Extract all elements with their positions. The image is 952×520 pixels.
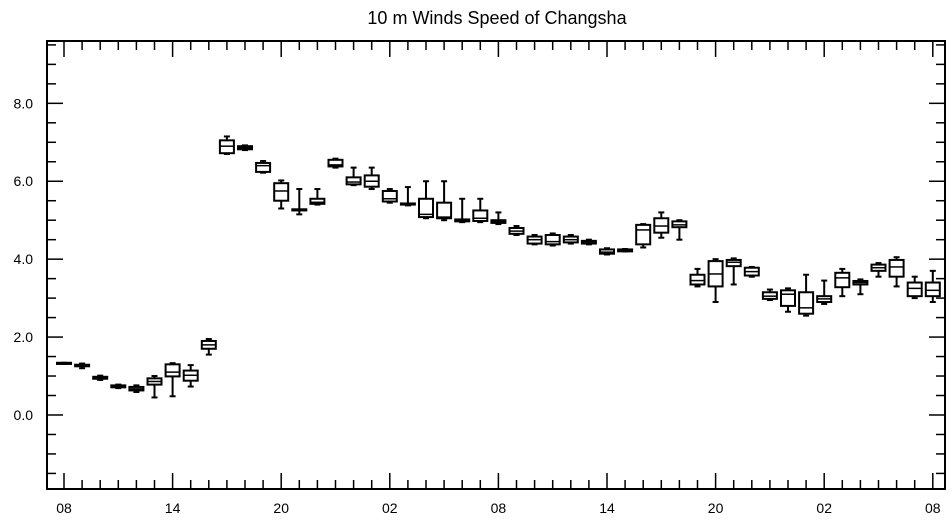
box-mark xyxy=(454,197,471,224)
box-mark xyxy=(218,135,235,155)
box-mark xyxy=(327,157,344,169)
box-mark xyxy=(237,144,253,152)
box-mark xyxy=(309,188,326,206)
box-body xyxy=(834,271,851,289)
box-body xyxy=(164,363,181,378)
box-mark xyxy=(852,278,869,296)
box-mark xyxy=(399,186,416,207)
box-mark xyxy=(200,338,217,356)
box-mark xyxy=(888,256,905,288)
box-mark xyxy=(761,288,778,302)
x-tick-label: 20 xyxy=(273,500,289,516)
box-mark xyxy=(381,188,398,204)
x-tick-label: 02 xyxy=(382,500,398,516)
box-mark xyxy=(345,166,362,187)
box-body xyxy=(472,209,489,222)
box-mark xyxy=(92,374,109,381)
box-mark xyxy=(146,375,163,399)
box-mark xyxy=(743,265,760,278)
box-mark xyxy=(635,223,652,249)
chart-title: 10 m Winds Speed of Changsha xyxy=(367,8,627,28)
box-body xyxy=(798,291,815,315)
plot-frame xyxy=(46,40,946,490)
box-mark xyxy=(110,383,127,390)
box-body xyxy=(309,197,326,205)
box-body xyxy=(725,258,742,268)
box-body xyxy=(689,273,706,286)
x-tick-label: 08 xyxy=(491,500,507,516)
box-mark xyxy=(834,267,851,298)
box-body xyxy=(888,258,905,278)
x-tick-label: 14 xyxy=(599,500,615,516)
box-mark xyxy=(599,247,615,256)
box-mark xyxy=(562,234,579,245)
box-mark xyxy=(870,262,887,278)
box-body xyxy=(381,189,398,203)
box-mark xyxy=(580,238,597,246)
box-mark xyxy=(617,248,634,253)
box-mark xyxy=(508,225,525,237)
box-mark xyxy=(671,219,688,241)
box-body xyxy=(273,182,290,202)
box-body xyxy=(924,281,941,298)
box-mark xyxy=(798,273,815,317)
box-body xyxy=(635,223,652,246)
box-body xyxy=(345,176,362,186)
box-mark xyxy=(56,361,72,365)
box-mark xyxy=(780,287,796,313)
box-mark xyxy=(725,257,742,286)
box-body xyxy=(327,158,344,168)
x-tick-label: 14 xyxy=(165,500,181,516)
box-mark xyxy=(707,258,724,304)
box-mark xyxy=(689,267,706,288)
box-mark xyxy=(291,188,308,216)
box-mark xyxy=(273,179,290,210)
y-tick-label: 6.0 xyxy=(14,173,34,189)
box-mark xyxy=(653,211,670,239)
axes: 0.0 2.0 4.0 6.0 8.0 08 14 20 02 08 14 20 02 08 xyxy=(14,41,945,516)
box-body xyxy=(418,197,434,219)
box-mark xyxy=(74,362,91,370)
box-body xyxy=(436,201,453,220)
box-body xyxy=(255,161,272,173)
box-mark xyxy=(472,197,489,224)
box-mark xyxy=(924,269,941,304)
x-tick-label: 20 xyxy=(708,500,724,516)
box-body xyxy=(780,289,796,307)
box-mark xyxy=(816,279,833,305)
y-tick-label: 2.0 xyxy=(14,329,34,345)
box-mark xyxy=(526,234,543,246)
box-mark xyxy=(128,384,145,393)
box-mark xyxy=(182,364,199,388)
box-mark xyxy=(164,362,181,398)
box-mark xyxy=(418,180,434,220)
box-mark xyxy=(255,159,272,174)
box-mark xyxy=(363,166,380,191)
box-mark xyxy=(544,232,561,247)
x-tick-label: 08 xyxy=(56,500,72,516)
x-tick-label: 02 xyxy=(816,500,832,516)
box-mark xyxy=(490,211,507,226)
y-tick-label: 0.0 xyxy=(14,407,34,423)
box-body xyxy=(906,281,923,298)
box-body xyxy=(544,234,561,246)
y-tick-label: 8.0 xyxy=(14,95,34,111)
x-tick-label: 08 xyxy=(925,500,941,516)
box-mark xyxy=(906,275,923,300)
box-mark xyxy=(436,180,453,222)
plot-area xyxy=(56,135,941,399)
y-tick-label: 4.0 xyxy=(14,251,34,267)
